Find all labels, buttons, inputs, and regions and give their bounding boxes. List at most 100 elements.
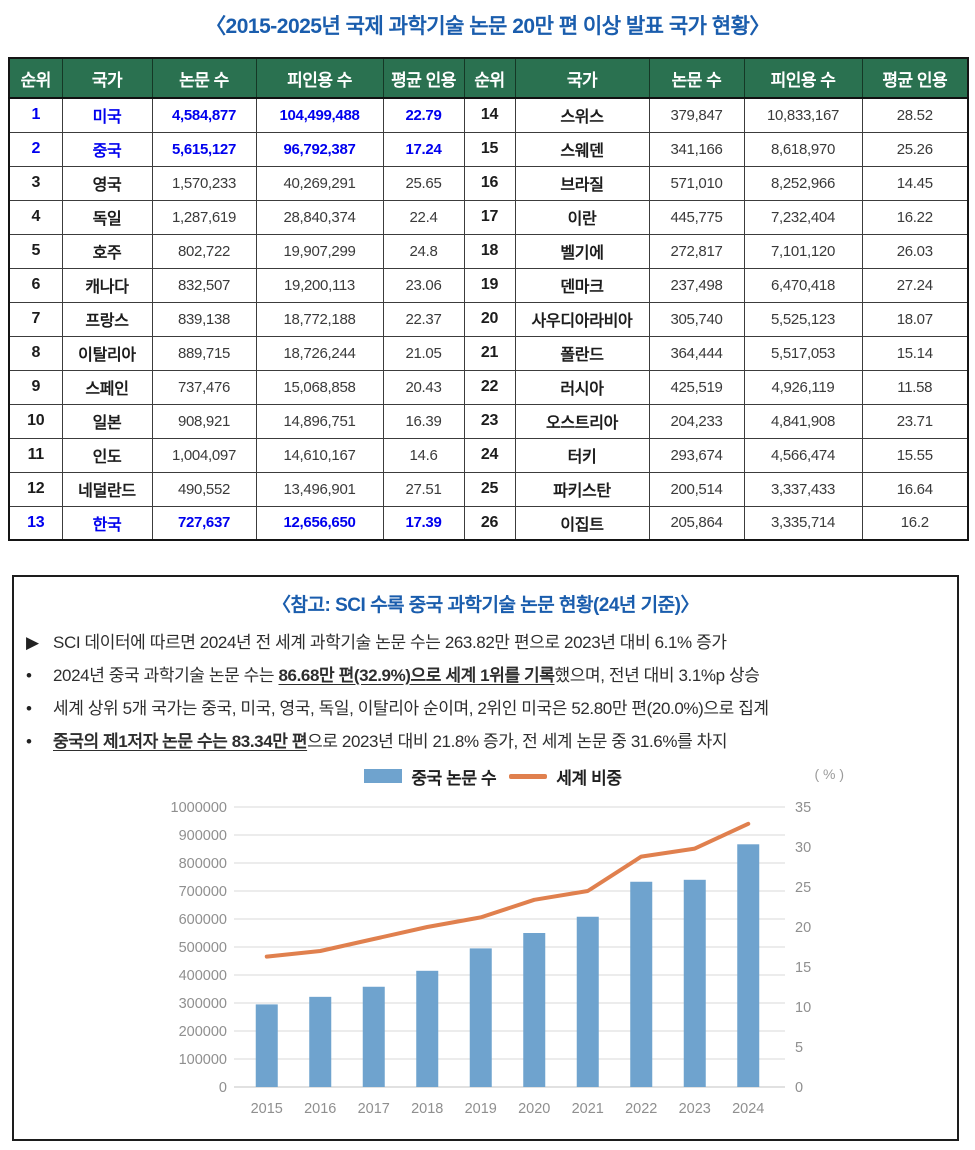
table-cell-num: 14,610,167 bbox=[255, 437, 384, 473]
table-cell-num: 19,907,299 bbox=[255, 233, 384, 269]
table-cell-num: 22.79 bbox=[382, 97, 465, 133]
table-cell-rank: 8 bbox=[8, 335, 63, 371]
table-cell-num: 1,004,097 bbox=[151, 437, 257, 473]
table-row: 2 중국 5,615,127 96,792,387 17.24 15 스웨덴 341,166 8… bbox=[8, 131, 969, 167]
table-cell-num: 205,864 bbox=[648, 505, 745, 541]
table-cell-num: 96,792,387 bbox=[255, 131, 384, 167]
table-cell-num: 16.22 bbox=[861, 199, 969, 235]
table-cell-rank: 11 bbox=[8, 437, 63, 473]
reference-box: 〈참고: SCI 수록 중국 과학기술 논문 현황(24년 기준)〉 ▶ SCI … bbox=[12, 575, 959, 1141]
table-cell-num: 445,775 bbox=[648, 199, 745, 235]
column-header: 평균 인용 bbox=[382, 57, 465, 99]
table-cell-num: 14.6 bbox=[382, 437, 465, 473]
table-cell-num: 22.37 bbox=[382, 301, 465, 337]
bullet-text: 세계 상위 5개 국가는 중국, 미국, 영국, 독일, 이탈리아 순이며, 2… bbox=[53, 699, 769, 718]
bullet-item: • 중국의 제1저자 논문 수는 83.34만 편으로 2023년 대비 21.8… bbox=[26, 725, 941, 758]
column-header: 평균 인용 bbox=[861, 57, 969, 99]
table-cell-country: 미국 bbox=[61, 97, 153, 133]
table-cell-country: 호주 bbox=[61, 233, 153, 269]
right-axis-tick-label: 10 bbox=[795, 1000, 811, 1016]
table-cell-num: 8,252,966 bbox=[743, 165, 863, 201]
bullet-text: 2024년 중국 과학기술 논문 수는 86.68만 편(32.9%)으로 세계… bbox=[53, 666, 760, 685]
table-cell-num: 17.39 bbox=[382, 505, 465, 541]
table-cell-country: 스페인 bbox=[61, 369, 153, 405]
table-cell-num: 13,496,901 bbox=[255, 471, 384, 507]
bar-2023 bbox=[683, 879, 706, 1087]
table-cell-num: 1,570,233 bbox=[151, 165, 257, 201]
table-row: 8 이탈리아 889,715 18,726,244 21.05 21 폴란드 364,444 5… bbox=[8, 335, 969, 371]
table-cell-rank: 14 bbox=[463, 97, 516, 133]
chart-canvas: 0 100000 200000 300000 400000 500000 600000 700… bbox=[171, 800, 812, 1117]
table-cell-num: 17.24 bbox=[382, 131, 465, 167]
left-axis-tick-label: 400000 bbox=[179, 968, 227, 984]
table-cell-num: 490,552 bbox=[151, 471, 257, 507]
table-cell-num: 6,470,418 bbox=[743, 267, 863, 303]
legend-label-line: 세계 비중 bbox=[556, 768, 622, 788]
bar-2017 bbox=[362, 986, 385, 1087]
table-cell-num: 14.45 bbox=[861, 165, 969, 201]
table-cell-country: 독일 bbox=[61, 199, 153, 235]
table-cell-num: 4,926,119 bbox=[743, 369, 863, 405]
chart-legend: 중국 논문 수 세계 비중 bbox=[140, 763, 846, 789]
table-cell-num: 204,233 bbox=[648, 403, 745, 439]
table-cell-num: 839,138 bbox=[151, 301, 257, 337]
table-cell-num: 19,200,113 bbox=[255, 267, 384, 303]
left-axis-tick-label: 100000 bbox=[179, 1052, 227, 1068]
table-cell-country: 인도 bbox=[61, 437, 153, 473]
right-axis-tick-label: 15 bbox=[795, 960, 811, 976]
x-axis-tick-label: 2020 bbox=[518, 1101, 550, 1117]
right-axis-tick-label: 0 bbox=[795, 1080, 803, 1096]
table-cell-num: 10,833,167 bbox=[743, 97, 863, 133]
table-cell-num: 425,519 bbox=[648, 369, 745, 405]
table-cell-num: 3,335,714 bbox=[743, 505, 863, 541]
table-cell-country: 캐나다 bbox=[61, 267, 153, 303]
column-header: 국가 bbox=[61, 57, 153, 99]
line-series-swatch-icon bbox=[509, 773, 548, 779]
table-cell-num: 15.14 bbox=[861, 335, 969, 371]
table-cell-num: 26.03 bbox=[861, 233, 969, 269]
bullet-marker-icon: • bbox=[26, 666, 32, 685]
table-cell-rank: 26 bbox=[463, 505, 516, 541]
table-row: 12 네덜란드 490,552 13,496,901 27.51 25 파키스탄 200,51… bbox=[8, 471, 969, 507]
table-cell-num: 571,010 bbox=[648, 165, 745, 201]
table-cell-num: 802,722 bbox=[151, 233, 257, 269]
x-axis-tick-label: 2024 bbox=[732, 1101, 764, 1117]
table-cell-country: 러시아 bbox=[514, 369, 650, 405]
left-axis-tick-label: 200000 bbox=[179, 1024, 227, 1040]
table-cell-num: 737,476 bbox=[151, 369, 257, 405]
table-cell-country: 덴마크 bbox=[514, 267, 650, 303]
table-cell-num: 832,507 bbox=[151, 267, 257, 303]
table-cell-num: 14,896,751 bbox=[255, 403, 384, 439]
table-cell-rank: 22 bbox=[463, 369, 516, 405]
table-cell-num: 4,841,908 bbox=[743, 403, 863, 439]
table-cell-rank: 19 bbox=[463, 267, 516, 303]
column-header: 피인용 수 bbox=[743, 57, 863, 99]
table-cell-num: 24.8 bbox=[382, 233, 465, 269]
china-papers-chart: 중국 논문 수 세계 비중 ( % ) 0 100000 200000 300000 4… bbox=[140, 763, 846, 1135]
left-axis-tick-label: 800000 bbox=[179, 856, 227, 872]
bullet-text: 중국의 제1저자 논문 수는 83.34만 편으로 2023년 대비 21.8%… bbox=[53, 732, 728, 751]
table-cell-num: 305,740 bbox=[648, 301, 745, 337]
table-cell-country: 브라질 bbox=[514, 165, 650, 201]
table-cell-country: 이탈리아 bbox=[61, 335, 153, 371]
bar-2019 bbox=[469, 948, 492, 1087]
table-cell-rank: 23 bbox=[463, 403, 516, 439]
table-cell-country: 이란 bbox=[514, 199, 650, 235]
table-cell-num: 293,674 bbox=[648, 437, 745, 473]
right-axis-tick-label: 5 bbox=[795, 1040, 803, 1056]
bullet-item: • 세계 상위 5개 국가는 중국, 미국, 영국, 독일, 이탈리아 순이며, … bbox=[26, 692, 941, 725]
column-header: 순위 bbox=[8, 57, 63, 99]
table-cell-country: 오스트리아 bbox=[514, 403, 650, 439]
table-cell-country: 한국 bbox=[61, 505, 153, 541]
table-cell-num: 4,566,474 bbox=[743, 437, 863, 473]
right-axis-tick-label: 30 bbox=[795, 840, 811, 856]
table-row: 7 프랑스 839,138 18,772,188 22.37 20 사우디아라비아 305,7… bbox=[8, 301, 969, 337]
bar-2022 bbox=[630, 881, 653, 1087]
table-cell-country: 폴란드 bbox=[514, 335, 650, 371]
bar-2020 bbox=[523, 933, 546, 1087]
table-cell-rank: 3 bbox=[8, 165, 63, 201]
table-cell-rank: 9 bbox=[8, 369, 63, 405]
table-cell-rank: 15 bbox=[463, 131, 516, 167]
bar-series-swatch-icon bbox=[364, 769, 403, 783]
